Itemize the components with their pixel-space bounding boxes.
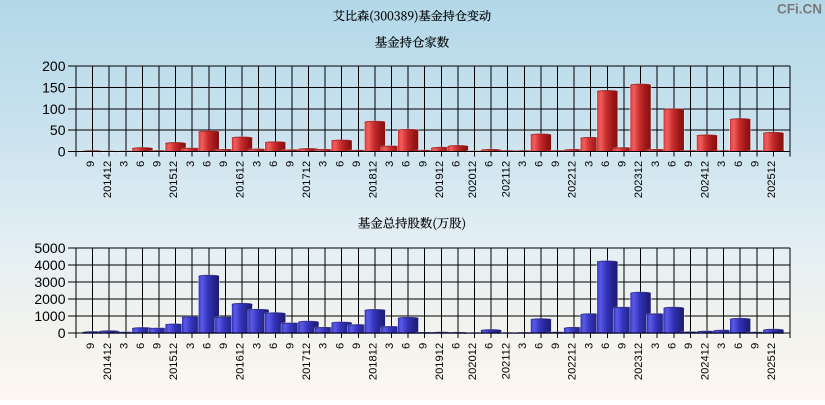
svg-text:6: 6 bbox=[451, 343, 463, 349]
svg-text:9: 9 bbox=[218, 161, 230, 167]
svg-text:201612: 201612 bbox=[235, 343, 247, 380]
svg-text:201512: 201512 bbox=[168, 343, 180, 380]
svg-text:3000: 3000 bbox=[34, 274, 65, 290]
svg-text:6: 6 bbox=[600, 161, 612, 167]
svg-text:6: 6 bbox=[135, 343, 147, 349]
svg-text:9: 9 bbox=[617, 343, 629, 349]
svg-text:3: 3 bbox=[118, 343, 130, 349]
svg-text:6: 6 bbox=[334, 343, 346, 349]
svg-text:1000: 1000 bbox=[34, 308, 65, 324]
svg-text:2000: 2000 bbox=[34, 291, 65, 307]
svg-text:9: 9 bbox=[683, 343, 695, 349]
svg-text:3: 3 bbox=[185, 343, 197, 349]
svg-text:9: 9 bbox=[617, 161, 629, 167]
svg-text:3: 3 bbox=[318, 343, 330, 349]
svg-text:202012: 202012 bbox=[467, 343, 479, 380]
svg-text:202112: 202112 bbox=[500, 343, 512, 380]
svg-text:150: 150 bbox=[42, 80, 66, 96]
svg-text:9: 9 bbox=[85, 343, 97, 349]
svg-text:3: 3 bbox=[384, 161, 396, 167]
svg-text:4000: 4000 bbox=[34, 257, 65, 273]
svg-text:201712: 201712 bbox=[301, 343, 313, 380]
svg-text:3: 3 bbox=[716, 343, 728, 349]
svg-text:9: 9 bbox=[550, 161, 562, 167]
svg-text:3: 3 bbox=[716, 161, 728, 167]
svg-text:3: 3 bbox=[650, 161, 662, 167]
svg-text:202312: 202312 bbox=[633, 343, 645, 380]
svg-text:0: 0 bbox=[58, 325, 66, 341]
svg-text:0: 0 bbox=[58, 144, 66, 160]
svg-text:3: 3 bbox=[384, 343, 396, 349]
svg-text:9: 9 bbox=[683, 161, 695, 167]
svg-text:6: 6 bbox=[334, 161, 346, 167]
svg-text:201612: 201612 bbox=[235, 161, 247, 198]
svg-text:9: 9 bbox=[218, 343, 230, 349]
svg-text:200: 200 bbox=[42, 58, 66, 74]
svg-text:6: 6 bbox=[401, 343, 413, 349]
svg-text:201412: 201412 bbox=[102, 161, 114, 198]
svg-text:202112: 202112 bbox=[500, 161, 512, 198]
svg-text:6: 6 bbox=[666, 343, 678, 349]
svg-text:3: 3 bbox=[251, 343, 263, 349]
svg-text:6: 6 bbox=[484, 343, 496, 349]
svg-text:6: 6 bbox=[600, 343, 612, 349]
svg-text:201812: 201812 bbox=[368, 161, 380, 198]
svg-text:3: 3 bbox=[118, 161, 130, 167]
svg-text:201812: 201812 bbox=[368, 343, 380, 380]
svg-text:6: 6 bbox=[401, 161, 413, 167]
svg-text:9: 9 bbox=[85, 161, 97, 167]
svg-text:CFi.CN: CFi.CN bbox=[777, 2, 822, 17]
svg-text:9: 9 bbox=[417, 343, 429, 349]
svg-text:3: 3 bbox=[650, 343, 662, 349]
svg-text:9: 9 bbox=[550, 343, 562, 349]
svg-text:5000: 5000 bbox=[34, 240, 65, 256]
svg-text:3: 3 bbox=[517, 161, 529, 167]
svg-text:9: 9 bbox=[351, 161, 363, 167]
svg-text:6: 6 bbox=[135, 161, 147, 167]
svg-text:3: 3 bbox=[517, 343, 529, 349]
svg-text:201712: 201712 bbox=[301, 161, 313, 198]
svg-text:6: 6 bbox=[451, 161, 463, 167]
svg-text:6: 6 bbox=[733, 161, 745, 167]
svg-text:9: 9 bbox=[417, 161, 429, 167]
svg-text:9: 9 bbox=[152, 343, 164, 349]
svg-text:202512: 202512 bbox=[766, 343, 778, 380]
svg-text:201912: 201912 bbox=[434, 161, 446, 198]
svg-text:202312: 202312 bbox=[633, 161, 645, 198]
svg-text:9: 9 bbox=[285, 343, 297, 349]
svg-text:201412: 201412 bbox=[102, 343, 114, 380]
svg-text:202012: 202012 bbox=[467, 161, 479, 198]
svg-text:9: 9 bbox=[749, 343, 761, 349]
svg-text:3: 3 bbox=[583, 343, 595, 349]
svg-text:6: 6 bbox=[201, 343, 213, 349]
svg-text:202212: 202212 bbox=[567, 343, 579, 380]
svg-text:9: 9 bbox=[749, 161, 761, 167]
svg-text:6: 6 bbox=[268, 343, 280, 349]
svg-text:3: 3 bbox=[318, 161, 330, 167]
svg-text:202212: 202212 bbox=[567, 161, 579, 198]
svg-text:202412: 202412 bbox=[700, 161, 712, 198]
svg-text:3: 3 bbox=[185, 161, 197, 167]
svg-text:3: 3 bbox=[251, 161, 263, 167]
svg-text:6: 6 bbox=[534, 161, 546, 167]
svg-text:6: 6 bbox=[733, 343, 745, 349]
svg-text:6: 6 bbox=[534, 343, 546, 349]
svg-text:3: 3 bbox=[583, 161, 595, 167]
svg-text:6: 6 bbox=[484, 161, 496, 167]
svg-text:6: 6 bbox=[268, 161, 280, 167]
svg-text:9: 9 bbox=[285, 161, 297, 167]
svg-text:201912: 201912 bbox=[434, 343, 446, 380]
svg-text:6: 6 bbox=[201, 161, 213, 167]
svg-text:9: 9 bbox=[152, 161, 164, 167]
svg-text:201512: 201512 bbox=[168, 161, 180, 198]
svg-text:202512: 202512 bbox=[766, 161, 778, 198]
svg-text:202412: 202412 bbox=[700, 343, 712, 380]
svg-text:100: 100 bbox=[42, 101, 66, 117]
svg-text:6: 6 bbox=[666, 161, 678, 167]
svg-text:50: 50 bbox=[50, 122, 66, 138]
svg-text:9: 9 bbox=[351, 343, 363, 349]
